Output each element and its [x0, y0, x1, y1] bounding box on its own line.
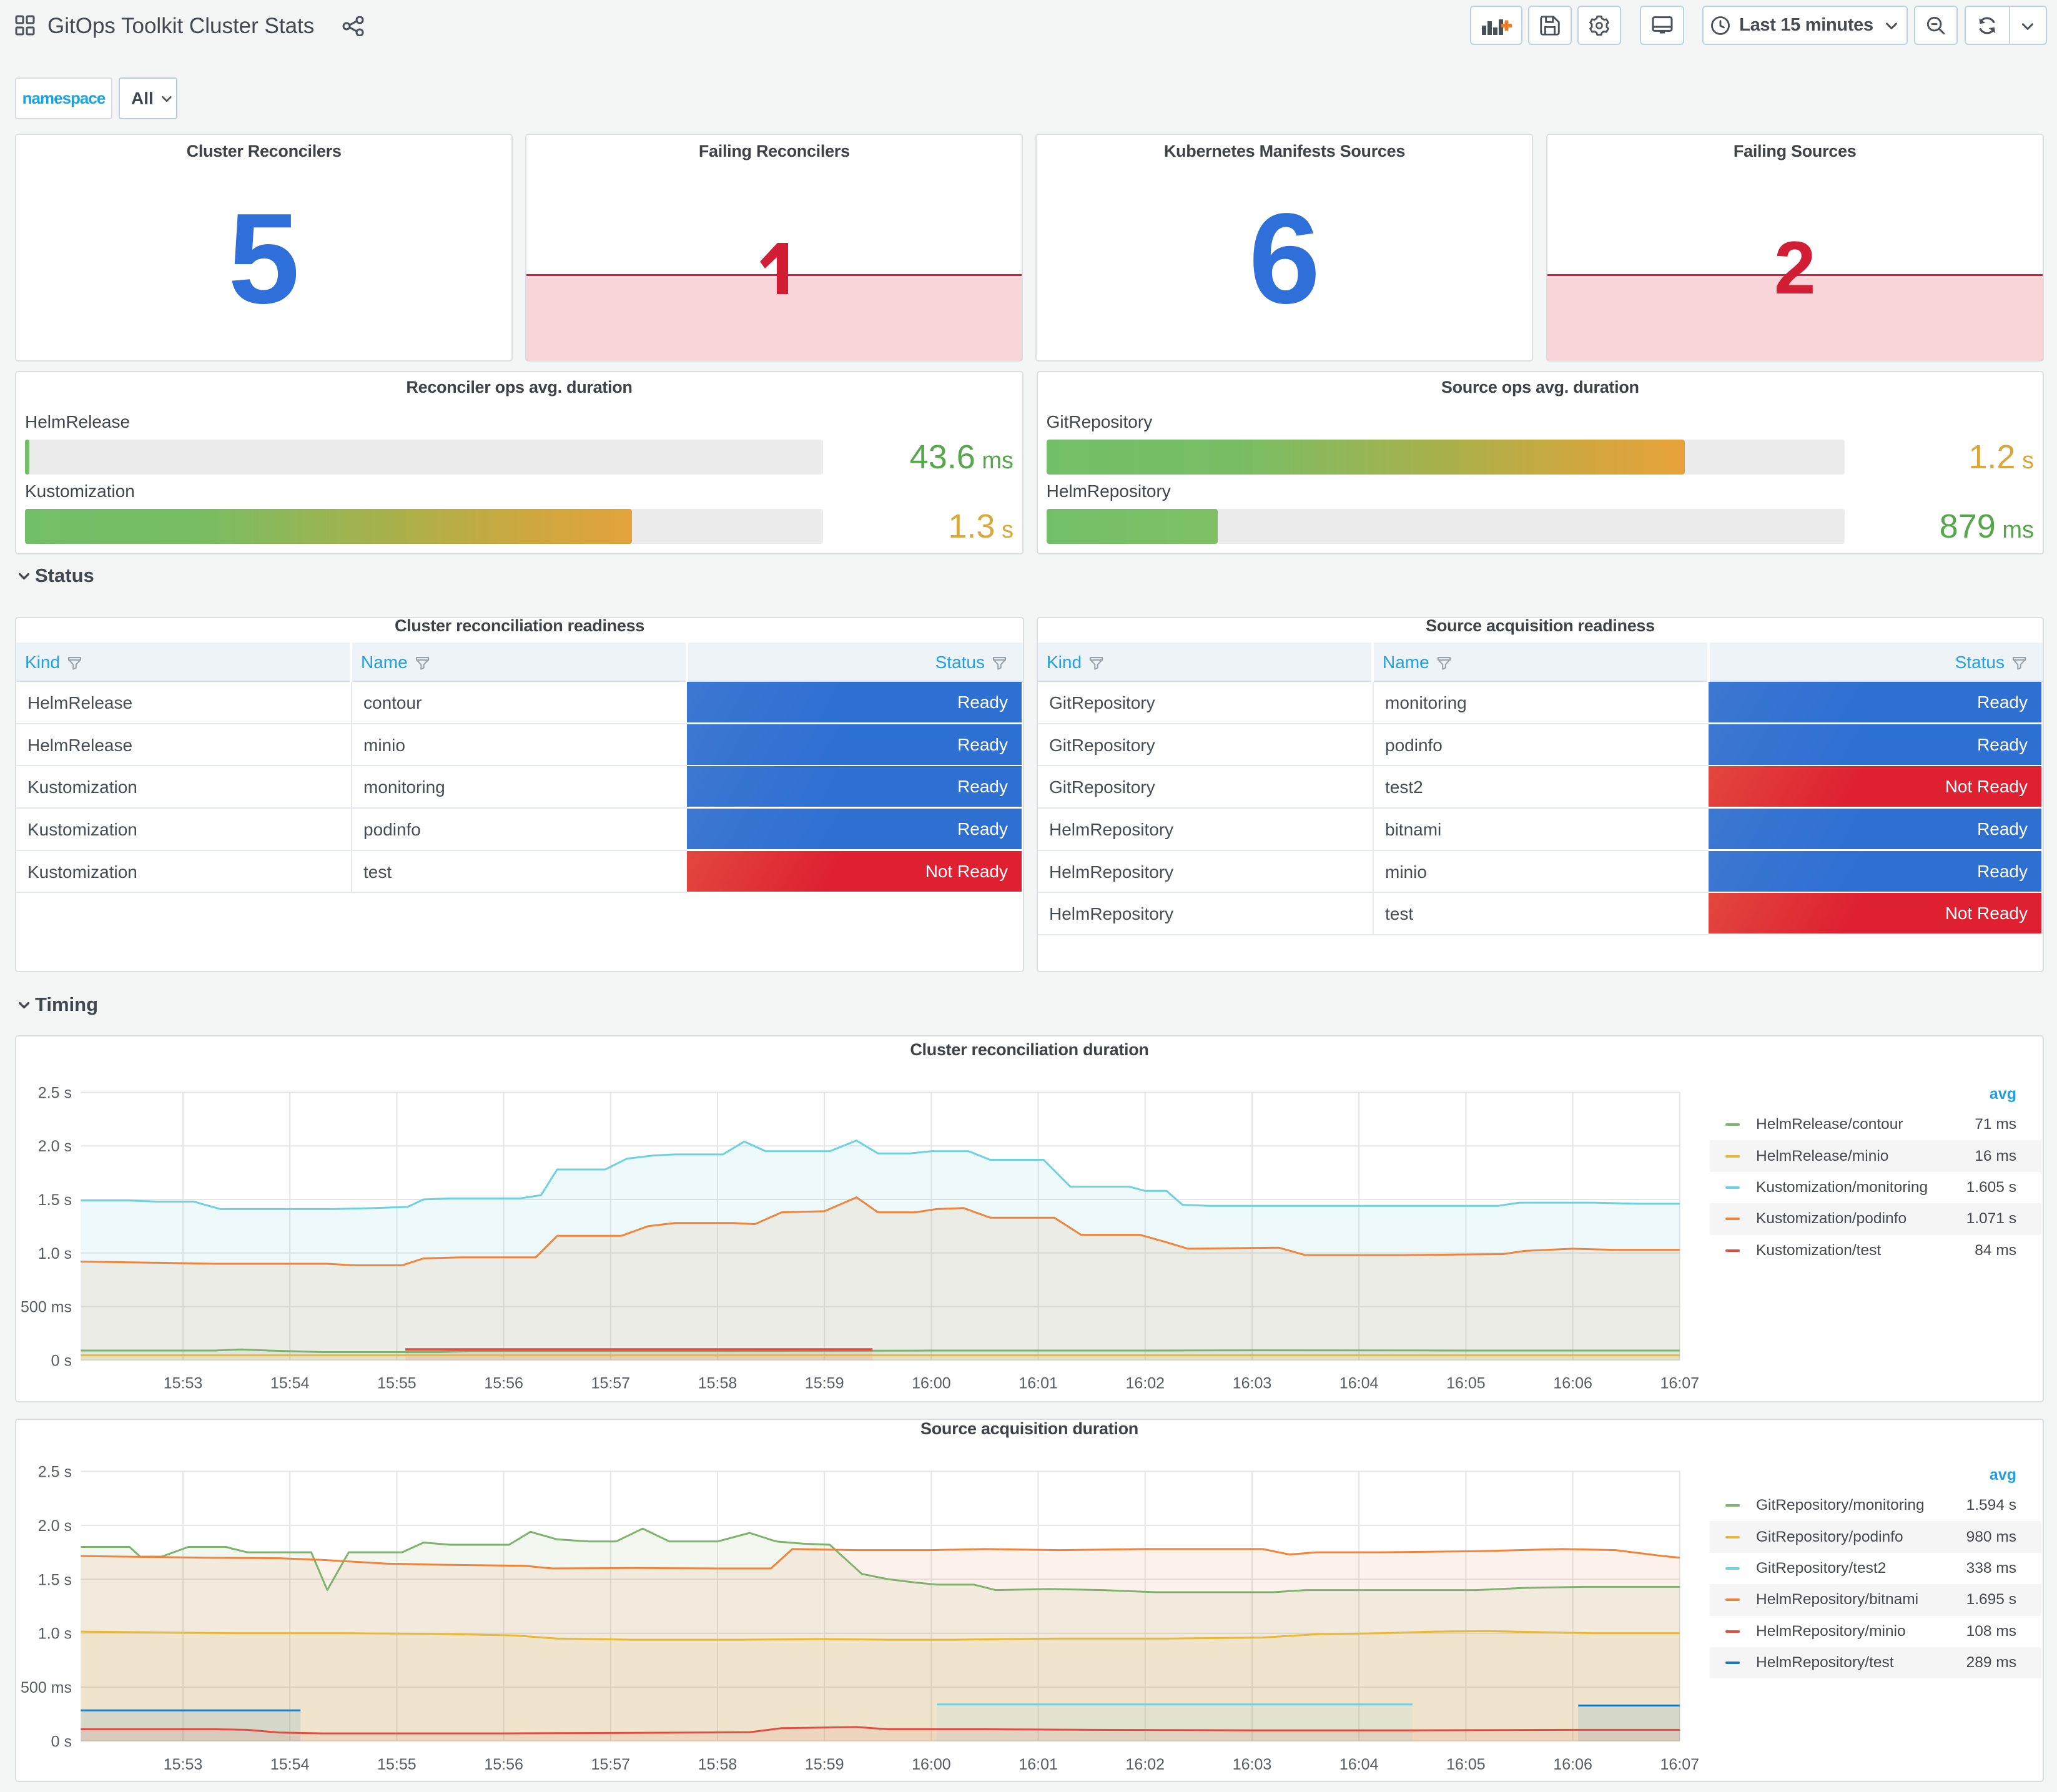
svg-text:15:53: 15:53 — [164, 1374, 203, 1392]
svg-text:16:07: 16:07 — [1660, 1756, 1700, 1773]
svg-text:16:04: 16:04 — [1339, 1374, 1379, 1392]
svg-text:15:55: 15:55 — [377, 1756, 417, 1773]
svg-text:15:59: 15:59 — [805, 1374, 844, 1392]
svg-text:16:07: 16:07 — [1660, 1374, 1700, 1392]
svg-text:2.0 s: 2.0 s — [38, 1517, 72, 1535]
svg-text:16:06: 16:06 — [1553, 1756, 1592, 1773]
svg-text:16:00: 16:00 — [912, 1756, 951, 1773]
svg-text:16:02: 16:02 — [1126, 1756, 1165, 1773]
svg-text:0 s: 0 s — [51, 1733, 72, 1751]
svg-text:15:56: 15:56 — [484, 1374, 523, 1392]
svg-text:0 s: 0 s — [51, 1352, 72, 1369]
svg-text:500 ms: 500 ms — [21, 1679, 72, 1696]
svg-text:15:57: 15:57 — [591, 1756, 631, 1773]
svg-text:15:55: 15:55 — [377, 1374, 417, 1392]
svg-text:16:00: 16:00 — [912, 1374, 951, 1392]
svg-text:15:58: 15:58 — [698, 1374, 737, 1392]
svg-text:15:57: 15:57 — [591, 1374, 631, 1392]
svg-text:1.5 s: 1.5 s — [38, 1191, 72, 1209]
svg-text:15:54: 15:54 — [270, 1756, 310, 1773]
svg-text:16:03: 16:03 — [1233, 1756, 1272, 1773]
svg-text:16:01: 16:01 — [1019, 1374, 1058, 1392]
svg-text:1.5 s: 1.5 s — [38, 1571, 72, 1588]
svg-text:16:05: 16:05 — [1446, 1756, 1486, 1773]
svg-text:15:59: 15:59 — [805, 1756, 844, 1773]
svg-text:1.0 s: 1.0 s — [38, 1244, 72, 1262]
svg-text:2.5 s: 2.5 s — [38, 1464, 72, 1481]
svg-text:16:01: 16:01 — [1019, 1756, 1058, 1773]
svg-text:15:54: 15:54 — [270, 1374, 310, 1392]
svg-text:500 ms: 500 ms — [21, 1298, 72, 1316]
svg-text:15:56: 15:56 — [484, 1756, 523, 1773]
svg-text:2.5 s: 2.5 s — [38, 1084, 72, 1101]
svg-text:16:06: 16:06 — [1553, 1374, 1592, 1392]
svg-text:15:53: 15:53 — [164, 1756, 203, 1773]
svg-text:2.0 s: 2.0 s — [38, 1138, 72, 1155]
svg-text:16:03: 16:03 — [1233, 1374, 1272, 1392]
svg-text:16:04: 16:04 — [1339, 1756, 1379, 1773]
svg-text:15:58: 15:58 — [698, 1756, 737, 1773]
svg-text:16:02: 16:02 — [1126, 1374, 1165, 1392]
svg-text:1.0 s: 1.0 s — [38, 1625, 72, 1643]
svg-text:16:05: 16:05 — [1446, 1374, 1486, 1392]
